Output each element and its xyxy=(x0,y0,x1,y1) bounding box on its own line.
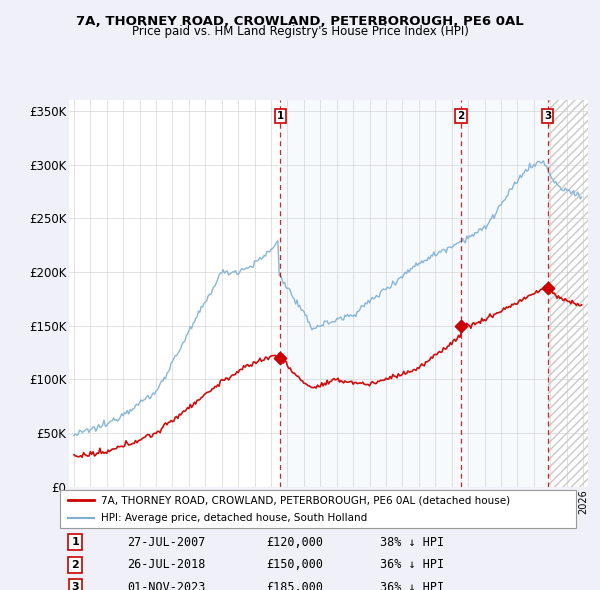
Text: 2: 2 xyxy=(457,112,464,122)
Text: 27-JUL-2007: 27-JUL-2007 xyxy=(127,536,205,549)
Text: HPI: Average price, detached house, South Holland: HPI: Average price, detached house, Sout… xyxy=(101,513,368,523)
Text: 38% ↓ HPI: 38% ↓ HPI xyxy=(380,536,444,549)
Bar xyxy=(548,100,588,487)
Text: 36% ↓ HPI: 36% ↓ HPI xyxy=(380,581,444,590)
Point xyxy=(275,353,285,363)
Text: 1: 1 xyxy=(71,537,79,547)
Text: 3: 3 xyxy=(71,582,79,590)
Text: 1: 1 xyxy=(277,112,284,122)
Text: Price paid vs. HM Land Registry's House Price Index (HPI): Price paid vs. HM Land Registry's House … xyxy=(131,25,469,38)
Bar xyxy=(548,100,588,487)
Text: 2: 2 xyxy=(71,560,79,569)
Point xyxy=(543,283,553,293)
Text: 7A, THORNEY ROAD, CROWLAND, PETERBOROUGH, PE6 0AL: 7A, THORNEY ROAD, CROWLAND, PETERBOROUGH… xyxy=(76,15,524,28)
FancyBboxPatch shape xyxy=(60,490,576,528)
Text: 3: 3 xyxy=(544,112,551,122)
Text: 26-JUL-2018: 26-JUL-2018 xyxy=(127,558,205,571)
Point xyxy=(456,321,466,330)
Text: 36% ↓ HPI: 36% ↓ HPI xyxy=(380,558,444,571)
Text: £185,000: £185,000 xyxy=(266,581,323,590)
Text: £120,000: £120,000 xyxy=(266,536,323,549)
Text: 01-NOV-2023: 01-NOV-2023 xyxy=(127,581,205,590)
Text: 7A, THORNEY ROAD, CROWLAND, PETERBOROUGH, PE6 0AL (detached house): 7A, THORNEY ROAD, CROWLAND, PETERBOROUGH… xyxy=(101,495,511,505)
Text: £150,000: £150,000 xyxy=(266,558,323,571)
Bar xyxy=(280,100,548,487)
